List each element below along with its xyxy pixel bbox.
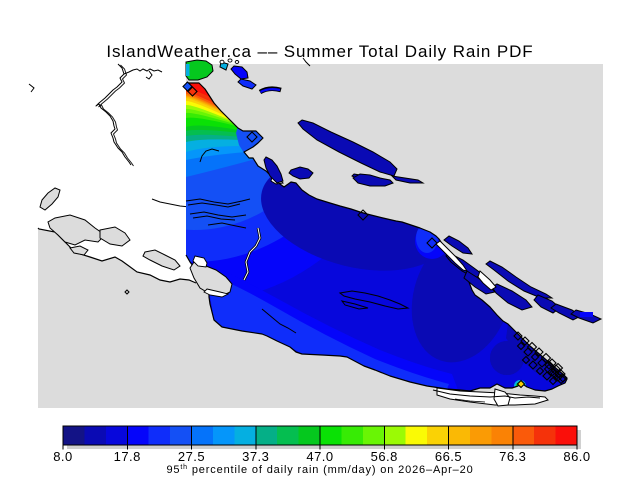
- svg-text:95th percentile of daily rain: 95th percentile of daily rain (mm/day) o…: [166, 464, 473, 476]
- svg-text:17.8: 17.8: [114, 449, 141, 464]
- svg-text:27.5: 27.5: [178, 449, 205, 464]
- svg-text:56.8: 56.8: [371, 449, 398, 464]
- svg-text:47.0: 47.0: [306, 449, 333, 464]
- svg-text:76.3: 76.3: [499, 449, 526, 464]
- svg-text:8.0: 8.0: [53, 449, 73, 464]
- svg-text:37.3: 37.3: [242, 449, 269, 464]
- svg-text:IslandWeather.ca –– Summer Tot: IslandWeather.ca –– Summer Total Daily R…: [106, 42, 533, 61]
- svg-text:86.0: 86.0: [563, 449, 590, 464]
- svg-text:66.5: 66.5: [435, 449, 462, 464]
